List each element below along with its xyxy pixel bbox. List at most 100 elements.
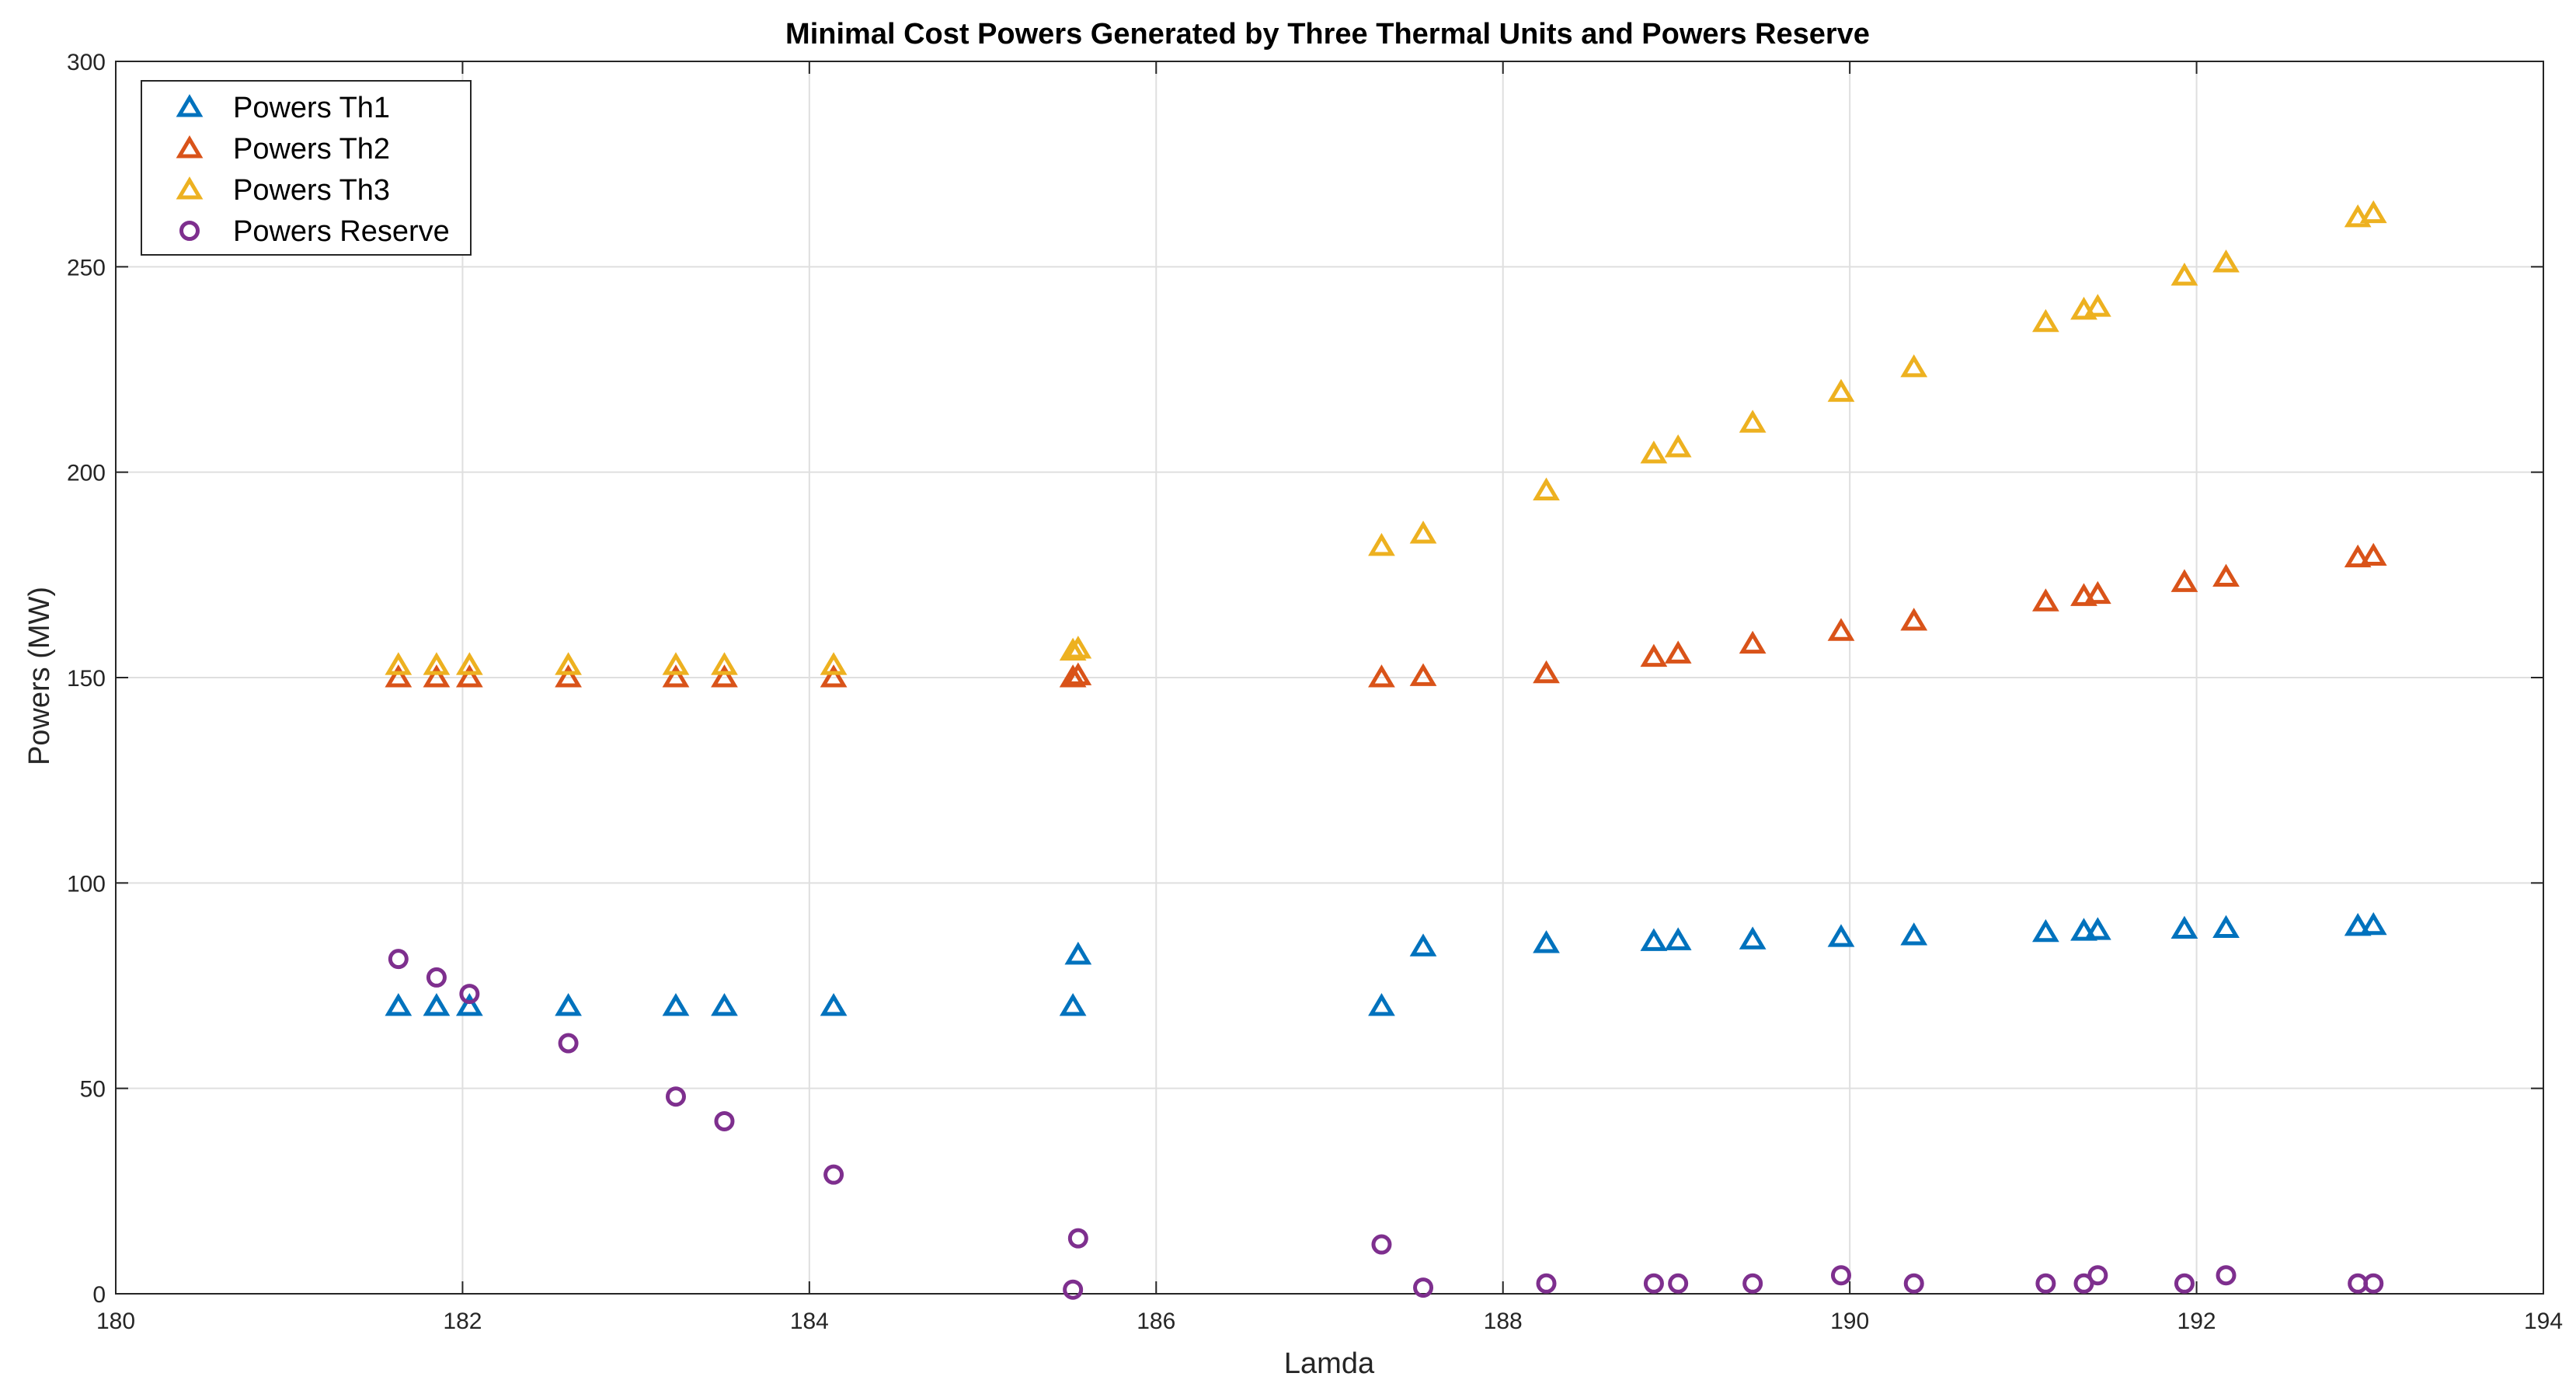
data-point [455, 664, 483, 688]
tick-labels: 180 182 184 186 188 190 192 194 0 50 100 150 200 250 3… [67, 50, 2563, 1334]
y-tick-label: 200 [67, 461, 106, 486]
data-point [1830, 1265, 1851, 1286]
data-point [1643, 1273, 1664, 1294]
y-tick-label: 0 [92, 1282, 106, 1308]
data-point [1533, 477, 1560, 500]
data-point [823, 1164, 844, 1185]
data-point [2083, 294, 2111, 317]
data-point [1739, 926, 1767, 950]
legend-item: Powers Th1 [176, 92, 390, 124]
data-point [388, 949, 409, 970]
data-point [2212, 915, 2240, 938]
y-tick-label: 250 [67, 255, 106, 281]
data-point [2035, 1273, 2056, 1294]
data-point [2087, 1265, 2108, 1286]
data-point [2070, 918, 2097, 941]
legend-item: Powers Th3 [176, 174, 390, 207]
data-point [2170, 263, 2198, 286]
x-tick-label: 190 [1830, 1309, 1869, 1334]
data-point [665, 1086, 686, 1107]
legend-item: Powers Th2 [176, 133, 390, 166]
legend-label: Powers Th1 [233, 92, 390, 124]
data-point [1827, 618, 1855, 641]
data-point [426, 967, 447, 988]
x-tick-label: 188 [1484, 1309, 1523, 1334]
x-tick-label: 186 [1137, 1309, 1175, 1334]
data-point [555, 993, 582, 1016]
x-tick-label: 194 [2524, 1309, 2563, 1334]
data-point [1067, 1228, 1088, 1249]
data-point [2170, 915, 2198, 939]
data-point [711, 993, 738, 1016]
y-tick-label: 50 [80, 1077, 106, 1103]
data-point [1064, 662, 1092, 685]
data-point [662, 664, 690, 688]
data-point [1900, 608, 1928, 631]
data-point [2344, 912, 2372, 936]
data-point [2363, 1273, 2384, 1294]
x-axis-label: Lamda [1284, 1347, 1375, 1380]
data-point [711, 652, 738, 675]
data-point [1409, 933, 1437, 957]
data-point [1668, 1273, 1689, 1294]
data-point [1064, 636, 1092, 659]
data-point [711, 664, 738, 688]
data-point [1368, 664, 1395, 688]
data-point [820, 993, 848, 1016]
data-point [385, 652, 413, 675]
data-point [423, 993, 451, 1016]
data-point [2083, 917, 2111, 940]
data-markers [385, 200, 2387, 1300]
chart-title: Minimal Cost Powers Generated by Three T… [785, 18, 1870, 51]
x-tick-label: 184 [790, 1309, 829, 1334]
data-point [459, 984, 480, 1005]
legend-marker-icon [176, 135, 204, 159]
data-point [2031, 308, 2059, 333]
data-point [1903, 1273, 1924, 1294]
data-point [1409, 521, 1437, 544]
series-powers-th1 [385, 911, 2387, 1016]
data-point [1063, 1279, 1084, 1300]
data-point [1409, 663, 1437, 686]
x-tick-label: 192 [2177, 1309, 2216, 1334]
data-point [1739, 630, 1767, 654]
data-point [1368, 532, 1395, 556]
series-powers-th2 [385, 542, 2387, 688]
y-tick-label: 150 [67, 666, 106, 692]
data-point [2212, 249, 2240, 273]
y-tick-label: 100 [67, 871, 106, 897]
data-point [2344, 204, 2372, 228]
data-point [2031, 918, 2059, 943]
data-point [2174, 1273, 2195, 1294]
axes [115, 61, 2544, 1295]
legend-item: Powers Reserve [179, 215, 450, 248]
data-point [555, 664, 582, 688]
data-point [2070, 583, 2097, 606]
data-point [1059, 637, 1087, 661]
legend-marker-icon [176, 94, 204, 117]
x-tick-label: 180 [96, 1309, 135, 1334]
data-point [714, 1110, 735, 1131]
data-point [662, 993, 690, 1016]
data-point [1900, 922, 1928, 946]
data-point [1059, 664, 1087, 688]
x-tick-label: 182 [443, 1309, 482, 1334]
data-point [1371, 1234, 1392, 1255]
data-point [1368, 993, 1395, 1016]
legend-label: Powers Th2 [233, 133, 390, 166]
data-point [1640, 643, 1668, 667]
data-point [1742, 1273, 1763, 1294]
legend: Powers Th1 Powers Th2 Powers Th3 Powers Res… [141, 80, 472, 256]
data-point [1900, 354, 1928, 378]
data-point [2344, 544, 2372, 568]
data-point [423, 652, 451, 675]
data-point [1413, 1277, 1434, 1298]
data-point [558, 1033, 579, 1054]
data-point [1064, 941, 1092, 965]
legend-label: Powers Reserve [233, 215, 450, 248]
series-powers-reserve [388, 949, 2384, 1300]
data-point [1739, 409, 1767, 433]
data-point [2212, 563, 2240, 587]
data-point [820, 652, 848, 675]
